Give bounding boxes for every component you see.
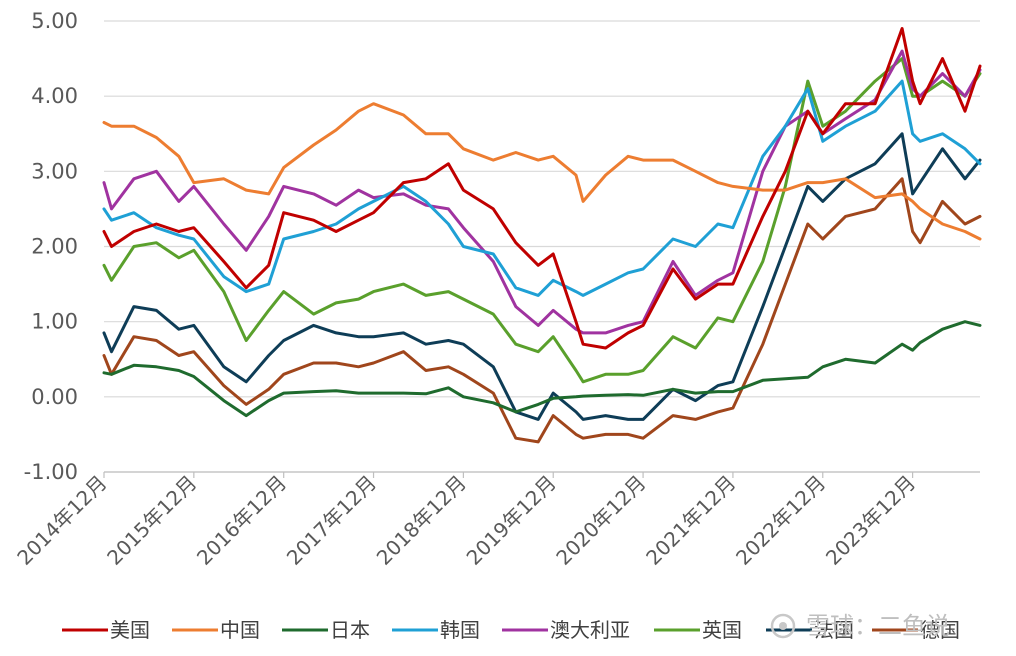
x-tick-label: 2017年12月 (282, 471, 381, 570)
series-line-2 (102, 102, 982, 241)
series-line-8 (102, 177, 982, 444)
x-tick-label: 2022年12月 (731, 471, 830, 570)
series-line-6 (102, 57, 982, 384)
x-axis: 2014年12月2015年12月2016年12月2017年12月2018年12月… (12, 471, 980, 570)
x-tick-label: 2020年12月 (551, 471, 650, 570)
series-line-5 (102, 49, 982, 335)
series-lines (102, 27, 982, 444)
y-tick-label: 3.00 (31, 159, 78, 183)
x-tick-label: 2016年12月 (192, 471, 291, 570)
legend-label: 日本 (330, 618, 370, 642)
y-tick-label: 0.00 (31, 385, 78, 409)
series-line-3 (102, 320, 982, 418)
legend-label: 中国 (220, 618, 260, 642)
x-tick-label: 2023年12月 (821, 471, 920, 570)
y-tick-label: 1.00 (31, 310, 78, 334)
legend-label: 澳大利亚 (550, 618, 630, 642)
y-tick-label: 5.00 (31, 9, 78, 33)
legend-label: 英国 (702, 618, 742, 642)
y-tick-label: 4.00 (31, 84, 78, 108)
y-tick-label: 2.00 (31, 235, 78, 259)
y-axis: 5.00 4.00 3.00 2.00 1.00 0.00 -1.00 (24, 9, 78, 484)
legend-label: 法国 (814, 618, 854, 642)
x-tick-label: 2018年12月 (372, 471, 471, 570)
watermark-logo-icon (770, 613, 796, 639)
x-tick-label: 2021年12月 (641, 471, 740, 570)
x-tick-label: 2014年12月 (12, 471, 111, 570)
legend: 美国 中国 日本 韩国 澳大利亚 英国 法国 德国 (62, 618, 960, 642)
watermark-text: 雪球：二鱼说 (806, 612, 950, 640)
series-line-1 (102, 27, 982, 350)
legend-label: 德国 (920, 618, 960, 642)
watermark: 雪球：二鱼说 (770, 612, 950, 640)
y-tick-label: -1.00 (24, 460, 78, 484)
x-tick-label: 2015年12月 (102, 471, 201, 570)
legend-label: 韩国 (440, 618, 480, 642)
legend-label: 美国 (110, 618, 150, 642)
series-line-4 (102, 79, 982, 297)
x-tick-label: 2019年12月 (462, 471, 561, 570)
